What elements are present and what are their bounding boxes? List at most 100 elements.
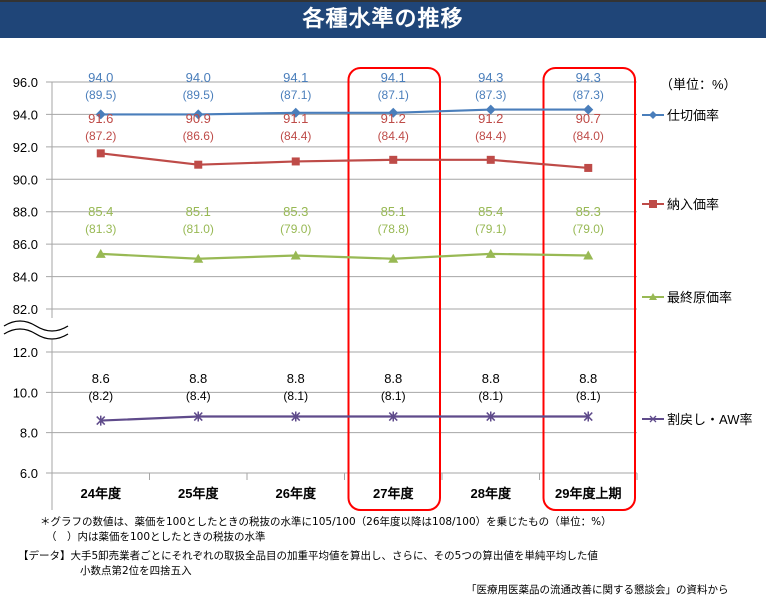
square-marker	[291, 157, 300, 166]
square-marker	[194, 160, 203, 169]
data-sublabel: (81.0)	[183, 222, 214, 236]
triangle-marker	[583, 250, 594, 260]
data-label: 91.2	[478, 111, 503, 126]
x-tick-label: 24年度	[81, 486, 122, 501]
data-sublabel: (8.2)	[88, 389, 113, 403]
square-marker	[486, 155, 495, 164]
star-marker	[388, 411, 398, 422]
axis-break-icon	[3, 320, 69, 332]
y-tick-label: 84.0	[13, 270, 38, 285]
highlight-box	[347, 67, 441, 511]
x-tick-label: 28年度	[471, 486, 512, 501]
data-label: 94.1	[381, 70, 406, 85]
data-label: 8.8	[189, 371, 207, 386]
data-sublabel: (84.4)	[280, 129, 311, 143]
data-sublabel: (81.3)	[85, 222, 116, 236]
note-line2: （ ）内は薬価を100としたときの税抜の水準	[46, 531, 266, 543]
diamond-marker	[388, 107, 399, 118]
data-label: 85.4	[478, 204, 503, 219]
data-sublabel: (84.4)	[475, 129, 506, 143]
x-tick-label: 25年度	[178, 486, 219, 501]
data-sublabel: (79.0)	[573, 222, 604, 236]
data-label: 85.1	[381, 204, 406, 219]
x-tick-label: 29年度上期	[555, 486, 621, 501]
data-sublabel: (8.1)	[381, 389, 406, 403]
legend-label: 割戻し・AW率	[667, 412, 752, 427]
triangle-marker	[290, 250, 301, 260]
data-label: 8.8	[579, 371, 597, 386]
data-label: 85.3	[576, 204, 601, 219]
data-sublabel: (89.5)	[183, 88, 214, 102]
y-tick-label: 96.0	[13, 75, 38, 90]
data-sublabel: (87.2)	[85, 129, 116, 143]
diamond-marker	[485, 104, 496, 115]
unit-label: （単位：%）	[660, 77, 737, 92]
data-sublabel: (89.5)	[85, 88, 116, 102]
data-sublabel: (87.3)	[573, 88, 604, 102]
square-marker	[96, 149, 105, 158]
axis-break-icon	[3, 328, 69, 340]
note-line3: 【データ】大手5卸売業者ごとにそれぞれの取扱全品目の加重平均値を算出し、さらに、…	[18, 550, 598, 562]
y-tick-label: 88.0	[13, 205, 38, 220]
y-tick-label: 90.0	[13, 172, 38, 187]
data-label: 90.9	[186, 111, 211, 126]
data-label: 91.2	[381, 111, 406, 126]
y-tick-label: 82.0	[13, 302, 38, 317]
legend-triangle-icon	[649, 293, 657, 300]
diamond-marker	[193, 109, 204, 120]
data-label: 8.6	[92, 371, 110, 386]
data-label: 85.4	[88, 204, 113, 219]
x-tick-label: 27年度	[373, 486, 414, 501]
data-sublabel: (86.6)	[183, 129, 214, 143]
data-sublabel: (78.8)	[378, 222, 409, 236]
series-line	[100, 108, 589, 116]
data-label: 94.0	[88, 70, 113, 85]
axis-break-mask	[2, 318, 72, 340]
star-marker	[96, 415, 106, 426]
star-marker	[583, 411, 593, 422]
data-sublabel: (79.0)	[280, 222, 311, 236]
diamond-marker	[95, 109, 106, 120]
data-label: 8.8	[384, 371, 402, 386]
y-tick-label: 86.0	[13, 237, 38, 252]
note-line4: 小数点第2位を四捨五入	[80, 565, 192, 577]
data-label: 8.8	[482, 371, 500, 386]
data-sublabel: (84.0)	[573, 129, 604, 143]
data-sublabel: (87.1)	[378, 88, 409, 102]
triangle-marker	[95, 248, 106, 258]
star-marker	[193, 411, 203, 422]
y-tick-label: 10.0	[13, 385, 38, 400]
data-label: 91.6	[88, 111, 113, 126]
data-label: 8.8	[287, 371, 305, 386]
series-line	[100, 252, 589, 260]
y-tick-label: 92.0	[13, 140, 38, 155]
triangle-marker	[193, 253, 204, 263]
data-sublabel: (8.4)	[186, 389, 211, 403]
square-marker	[389, 155, 398, 164]
data-sublabel: (87.1)	[280, 88, 311, 102]
legend-label: 仕切価率	[667, 108, 719, 123]
data-label: 94.3	[478, 70, 503, 85]
data-sublabel: (87.3)	[475, 88, 506, 102]
triangle-marker	[388, 253, 399, 263]
diamond-marker	[583, 104, 594, 115]
legend-label: 最終原価率	[667, 290, 732, 305]
data-label: 85.3	[283, 204, 308, 219]
title-banner: 各種水準の推移	[0, 0, 766, 38]
data-sublabel: (84.4)	[378, 129, 409, 143]
legend-star-icon	[649, 415, 657, 423]
data-sublabel: (8.1)	[478, 389, 503, 403]
data-label: 94.3	[576, 70, 601, 85]
y-tick-label: 94.0	[13, 107, 38, 122]
data-label: 85.1	[186, 204, 211, 219]
x-tick-label: 26年度	[276, 486, 317, 501]
data-label: 91.1	[283, 111, 308, 126]
chart-title: 各種水準の推移	[302, 7, 464, 32]
series-line	[100, 415, 589, 422]
square-marker	[584, 163, 593, 172]
data-label: 90.7	[576, 111, 601, 126]
data-sublabel: (8.1)	[283, 389, 308, 403]
data-label: 94.1	[283, 70, 308, 85]
y-tick-label: 6.0	[20, 466, 38, 481]
